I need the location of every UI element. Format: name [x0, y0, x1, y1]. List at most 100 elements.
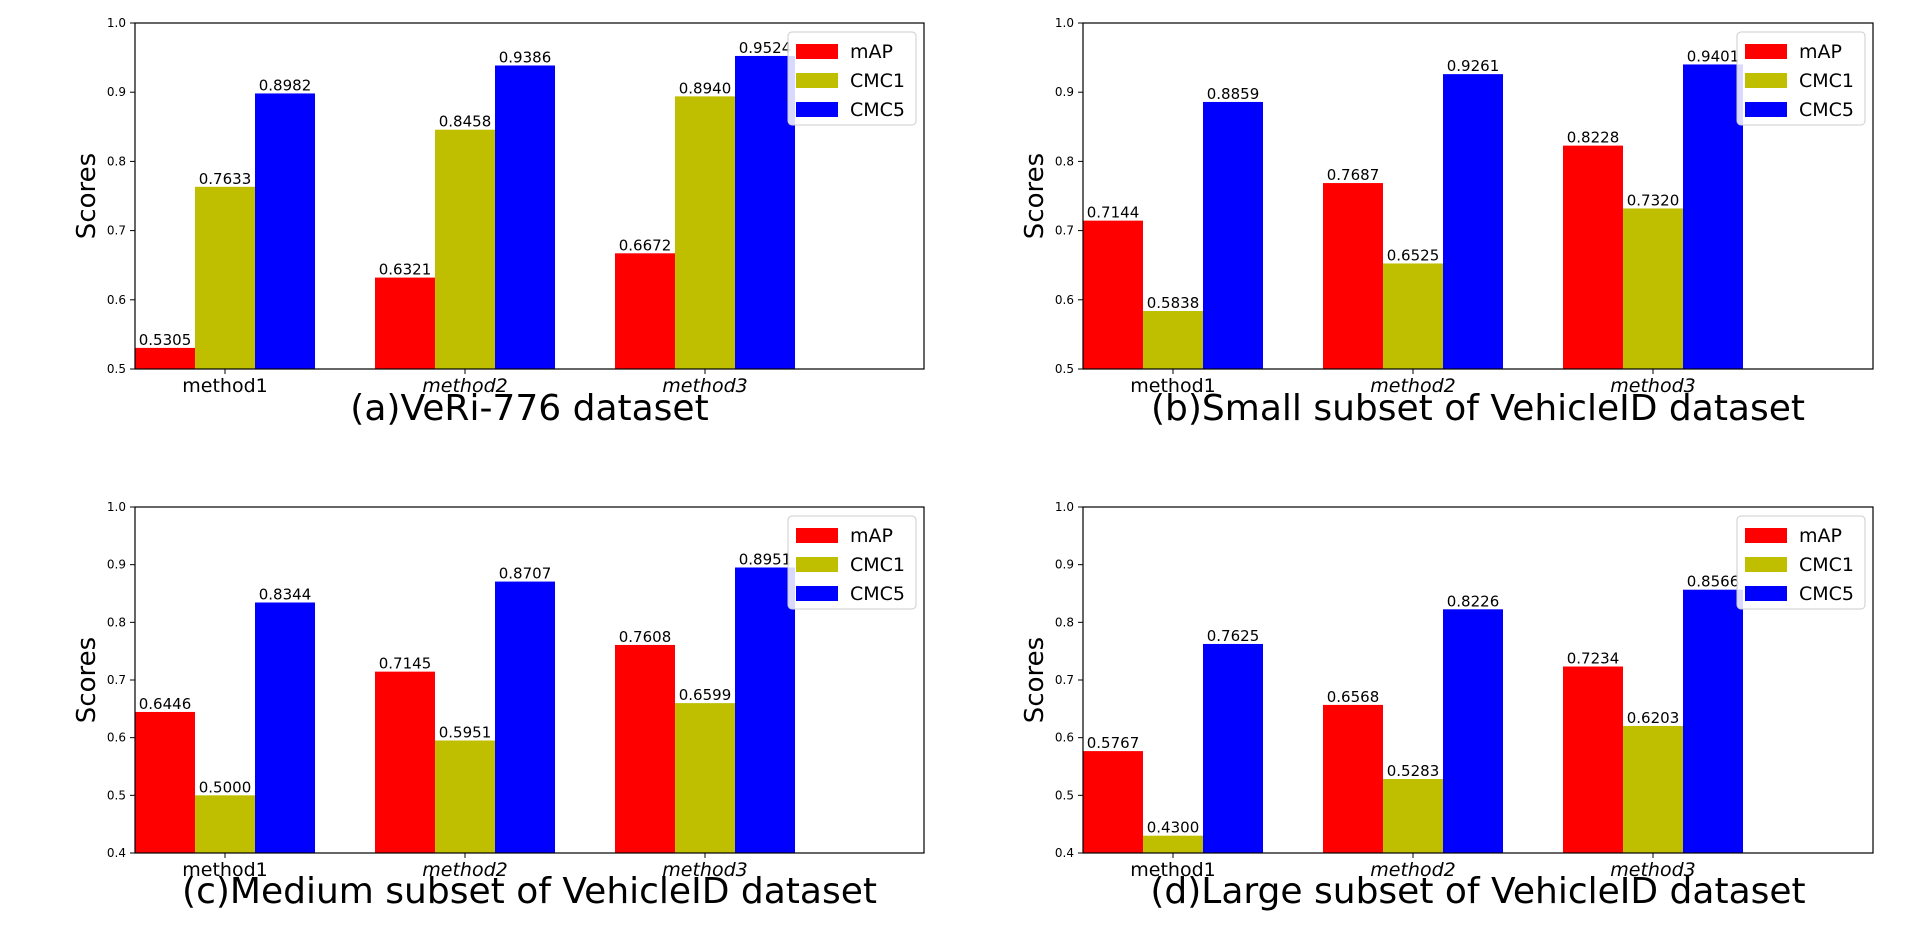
y-tick-label: 0.5 — [1055, 362, 1074, 376]
legend-swatch-map — [1745, 528, 1787, 543]
x-tick-label: method2 — [422, 375, 507, 397]
legend: mAP CMC1 CMC5 — [1736, 31, 1866, 126]
x-tick-label: method3 — [1610, 859, 1695, 881]
bar-map-method2 — [375, 277, 435, 369]
data-label: 0.5283 — [1387, 762, 1440, 780]
legend-swatch-cmc1 — [1745, 557, 1787, 572]
legend-swatch-map — [796, 44, 838, 59]
y-tick-label: 0.9 — [107, 558, 126, 572]
bar-cmc1-method1 — [195, 795, 255, 853]
bar-map-method1 — [135, 347, 195, 369]
y-tick-label: 1.0 — [107, 16, 126, 30]
bar-map-method3 — [1563, 666, 1623, 853]
y-axis-label: Scores — [1020, 153, 1050, 239]
bar-map-method3 — [615, 644, 675, 853]
bar-map-method1 — [1083, 751, 1143, 853]
plot-frame — [1082, 22, 1874, 370]
bar-cmc5-method3 — [1683, 589, 1743, 853]
data-label: 0.8859 — [1207, 85, 1260, 103]
x-tick-label: method2 — [1370, 375, 1455, 397]
data-label: 0.6203 — [1627, 709, 1680, 727]
y-tick-label: 0.6 — [1055, 731, 1074, 745]
x-tick-label: method3 — [662, 375, 747, 397]
y-tick-label: 0.6 — [107, 731, 126, 745]
legend-label-cmc5: CMC5 — [850, 583, 905, 605]
data-label: 0.8951 — [739, 550, 792, 568]
y-tick-label: 0.7 — [107, 673, 126, 687]
y-tick-label: 1.0 — [107, 500, 126, 514]
y-tick-label: 0.7 — [107, 224, 126, 238]
y-tick-label: 0.8 — [1055, 154, 1074, 168]
data-label: 0.8982 — [259, 76, 312, 94]
legend-swatch-cmc1 — [796, 73, 838, 88]
data-label: 0.9386 — [499, 48, 552, 66]
chart-panel-2: 0.7144 0.7687 0.8228 0.5838 0.6525 0.7320 0.88… — [1020, 16, 1874, 429]
bar-cmc1-method2 — [1383, 263, 1443, 369]
bar-cmc1-method3 — [1623, 208, 1683, 369]
bar-cmc1-method2 — [1383, 779, 1443, 853]
chart-panel-4: 0.5767 0.6568 0.7234 0.4300 0.5283 0.6203 0.76… — [1020, 500, 1874, 912]
y-tick-label: 0.5 — [107, 362, 126, 376]
y-tick-label: 0.7 — [1055, 673, 1074, 687]
bar-cmc1-method3 — [1623, 725, 1683, 853]
y-axis-label: Scores — [1020, 637, 1050, 723]
y-tick-label: 0.9 — [107, 85, 126, 99]
data-label: 0.8707 — [499, 565, 552, 583]
x-tick-label: method3 — [1610, 375, 1695, 397]
x-tick-label: method1 — [182, 375, 267, 397]
y-tick-label: 0.8 — [107, 154, 126, 168]
legend-swatch-cmc5 — [1745, 586, 1787, 601]
y-tick-label: 0.6 — [107, 293, 126, 307]
data-label: 0.6568 — [1327, 688, 1380, 706]
bar-map-method2 — [1323, 704, 1383, 853]
y-tick-label: 1.0 — [1055, 500, 1074, 514]
bar-map-method1 — [1083, 220, 1143, 369]
y-tick-label: 0.4 — [1055, 846, 1074, 860]
data-label: 0.8226 — [1447, 592, 1500, 610]
bar-cmc1-method3 — [675, 703, 735, 853]
data-label: 0.9261 — [1447, 57, 1500, 75]
data-label: 0.6525 — [1387, 246, 1440, 264]
chart-panel-1: 0.5305 0.6321 0.6672 0.7633 0.8458 0.8940 0.89… — [72, 16, 925, 429]
y-axis-label: Scores — [72, 637, 102, 723]
bar-cmc5-method2 — [1443, 609, 1503, 853]
data-label: 0.5951 — [439, 723, 492, 741]
bar-cmc5-method1 — [255, 93, 315, 369]
legend-label-cmc5: CMC5 — [1799, 99, 1854, 121]
legend: mAP CMC1 CMC5 — [787, 515, 917, 610]
y-tick-label: 0.9 — [1055, 85, 1074, 99]
chart-title: (c)Medium subset of VehicleID dataset — [182, 871, 877, 912]
bar-cmc5-method3 — [1683, 64, 1743, 369]
legend-label-cmc1: CMC1 — [1799, 554, 1854, 576]
legend-label-cmc1: CMC1 — [850, 70, 905, 92]
legend-label-cmc1: CMC1 — [1799, 70, 1854, 92]
data-label: 0.7608 — [619, 628, 672, 646]
data-label: 0.5000 — [199, 778, 252, 796]
bar-map-method1 — [135, 711, 195, 853]
chart-panel-3: 0.6446 0.7145 0.7608 0.5000 0.5951 0.6599 0.83… — [72, 500, 925, 912]
bar-cmc5-method1 — [1203, 643, 1263, 853]
bar-cmc5-method2 — [495, 65, 555, 369]
y-tick-label: 0.5 — [107, 788, 126, 802]
data-label: 0.8458 — [439, 113, 492, 131]
bar-cmc5-method3 — [735, 55, 795, 369]
y-tick-label: 0.4 — [107, 846, 126, 860]
data-label: 0.9401 — [1687, 47, 1740, 65]
data-label: 0.7633 — [199, 170, 252, 188]
legend-label-cmc5: CMC5 — [850, 99, 905, 121]
data-label: 0.8566 — [1687, 573, 1740, 591]
data-label: 0.6446 — [139, 695, 192, 713]
bar-cmc1-method1 — [195, 186, 255, 369]
plot-frame — [134, 22, 925, 370]
data-label: 0.7687 — [1327, 166, 1380, 184]
data-label: 0.7145 — [379, 655, 432, 673]
bar-cmc1-method2 — [435, 740, 495, 853]
data-label: 0.6599 — [679, 686, 732, 704]
chart-title: (b)Small subset of VehicleID dataset — [1151, 388, 1805, 429]
data-label: 0.7625 — [1207, 627, 1260, 645]
x-tick-label: method2 — [1370, 859, 1455, 881]
bar-cmc5-method2 — [495, 581, 555, 853]
bar-cmc5-method1 — [255, 602, 315, 853]
legend-swatch-map — [1745, 44, 1787, 59]
legend-swatch-cmc5 — [796, 102, 838, 117]
